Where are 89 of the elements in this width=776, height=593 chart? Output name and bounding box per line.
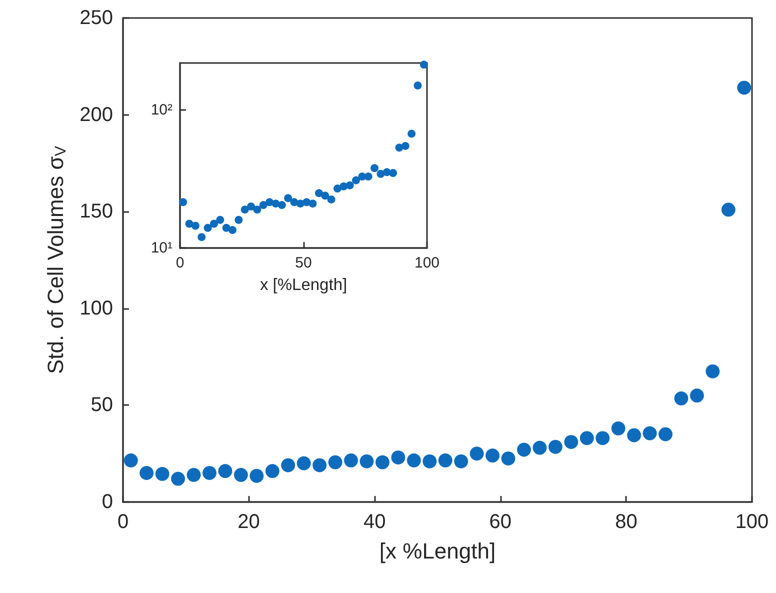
point: [253, 206, 262, 214]
point: [296, 456, 311, 470]
y-tick-label: 0: [102, 491, 113, 513]
point: [548, 440, 562, 454]
point: [328, 455, 342, 470]
point: [314, 189, 323, 198]
x-tick-label: 20: [238, 511, 260, 533]
point: [532, 440, 547, 455]
point: [333, 184, 342, 193]
point: [191, 222, 200, 230]
point: [438, 453, 452, 468]
point: [202, 466, 216, 480]
point: [312, 458, 327, 472]
point: [674, 391, 688, 406]
point: [470, 446, 484, 461]
point: [171, 472, 186, 486]
point: [690, 388, 704, 403]
point: [364, 172, 372, 181]
x-tick-label: 100: [414, 254, 440, 272]
point: [204, 224, 212, 232]
x-tick-label: 80: [615, 511, 638, 533]
point: [401, 142, 410, 150]
point: [454, 454, 468, 468]
point: [240, 206, 249, 214]
point: [284, 194, 292, 202]
point: [611, 421, 626, 436]
y-tick-label: 250: [80, 7, 113, 29]
y-tick-label: 200: [80, 104, 113, 126]
point: [216, 216, 224, 224]
y-tick-label: 10¹: [150, 240, 172, 256]
x-tick-label: 0: [176, 254, 184, 272]
point: [278, 201, 286, 210]
point: [658, 427, 673, 442]
point: [155, 466, 170, 481]
point: [737, 80, 752, 95]
point: [247, 202, 256, 211]
point: [580, 431, 594, 446]
point: [186, 468, 201, 482]
point: [210, 220, 218, 228]
x-tick-label: 50: [295, 254, 312, 272]
x-tick-label: 40: [363, 511, 386, 533]
point: [228, 226, 236, 234]
point: [265, 464, 280, 478]
point: [486, 448, 500, 463]
y-tick-label: 100: [80, 297, 113, 320]
point: [501, 451, 516, 466]
point: [308, 200, 317, 208]
point: [281, 458, 296, 472]
point: [422, 454, 437, 468]
y-tick-label: 50: [90, 394, 113, 416]
point: [321, 192, 330, 200]
point: [360, 454, 374, 468]
point: [389, 169, 398, 178]
x-tick-label: 0: [117, 511, 129, 533]
point: [327, 195, 336, 204]
point: [344, 453, 358, 468]
point: [517, 442, 531, 457]
point: [642, 426, 657, 440]
point: [140, 466, 154, 480]
y-axis-title: Std. of Cell Volumes σV: [43, 145, 70, 374]
point: [124, 453, 138, 468]
point: [420, 60, 428, 69]
point: [376, 170, 385, 178]
point: [352, 176, 360, 184]
point: [721, 202, 736, 217]
point: [627, 428, 642, 442]
x-tick-label: 60: [489, 511, 512, 533]
x-axis-title: x [%Length]: [260, 276, 348, 294]
point: [198, 233, 206, 242]
point: [408, 130, 416, 138]
point: [250, 468, 264, 483]
point: [564, 434, 578, 449]
point: [414, 82, 422, 90]
point: [596, 431, 610, 446]
point: [406, 453, 421, 468]
point: [259, 201, 268, 210]
point: [391, 450, 406, 464]
y-tick-label: 150: [80, 200, 113, 223]
x-tick-label: 100: [735, 511, 769, 533]
point: [370, 164, 379, 172]
point: [706, 364, 720, 378]
point: [218, 464, 232, 478]
point: [346, 181, 354, 190]
point: [375, 455, 390, 470]
point: [234, 468, 248, 482]
x-axis-title: [x %Length]: [379, 538, 496, 564]
point: [179, 198, 188, 206]
y-tick-label: 10²: [150, 102, 172, 119]
point: [234, 216, 243, 224]
